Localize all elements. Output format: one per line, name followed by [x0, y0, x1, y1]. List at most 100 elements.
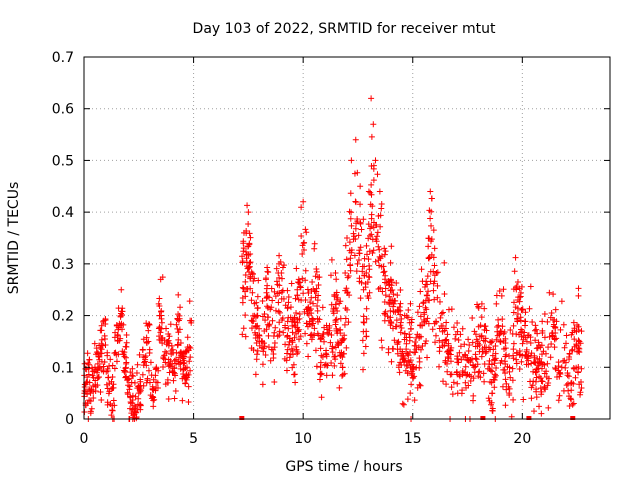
- data-point: [444, 349, 451, 356]
- data-point: [160, 364, 167, 371]
- data-point: [403, 312, 410, 319]
- data-point: [528, 360, 535, 367]
- data-point: [510, 322, 517, 329]
- data-point: [253, 356, 260, 363]
- data-point: [402, 367, 409, 374]
- data-point: [429, 326, 436, 333]
- data-point: [344, 306, 351, 313]
- data-point: [519, 352, 526, 359]
- data-point: [532, 322, 539, 329]
- data-point: [376, 246, 383, 253]
- data-point: [127, 369, 134, 376]
- data-point: [388, 243, 395, 250]
- data-point: [85, 365, 92, 372]
- data-point: [275, 308, 282, 315]
- data-point: [132, 403, 139, 410]
- data-point: [525, 361, 532, 368]
- data-point: [373, 221, 380, 228]
- data-point: [575, 285, 582, 292]
- data-point: [459, 369, 466, 376]
- data-point: [300, 198, 307, 205]
- data-point: [302, 296, 309, 303]
- data-point: [427, 238, 434, 245]
- data-point: [288, 345, 295, 352]
- data-point: [570, 319, 577, 326]
- data-point: [564, 369, 571, 376]
- data-point: [158, 319, 165, 326]
- data-point: [501, 328, 508, 335]
- data-point: [98, 327, 105, 334]
- data-point: [262, 317, 269, 324]
- data-point: [411, 349, 418, 356]
- data-point: [312, 347, 319, 354]
- data-point: [397, 319, 404, 326]
- data-point: [302, 330, 309, 337]
- data-point: [437, 314, 444, 321]
- data-point: [573, 341, 580, 348]
- data-point: [242, 293, 249, 300]
- data-point: [448, 384, 455, 391]
- data-point: [447, 346, 454, 353]
- data-point: [380, 263, 387, 270]
- data-point: [520, 332, 527, 339]
- data-point: [302, 267, 309, 274]
- data-point: [276, 260, 283, 267]
- data-point: [245, 209, 252, 216]
- data-point: [95, 373, 102, 380]
- data-point: [467, 356, 474, 363]
- data-point: [457, 331, 464, 338]
- data-point: [408, 381, 415, 388]
- data-point: [512, 284, 519, 291]
- data-point: [143, 320, 150, 327]
- data-point: [411, 397, 418, 404]
- data-point: [154, 385, 161, 392]
- data-point: [263, 289, 270, 296]
- data-point: [240, 240, 247, 247]
- data-point: [509, 377, 516, 384]
- data-point: [531, 359, 538, 366]
- data-point: [328, 256, 335, 263]
- data-point: [249, 271, 256, 278]
- data-point: [423, 338, 430, 345]
- data-point: [303, 229, 310, 236]
- data-point: [332, 321, 339, 328]
- data-point: [425, 235, 432, 242]
- data-point: [289, 339, 296, 346]
- data-point: [347, 267, 354, 274]
- data-point: [532, 369, 539, 376]
- x-tick-label: 0: [80, 431, 89, 447]
- data-point: [109, 384, 116, 391]
- data-point: [441, 259, 448, 266]
- data-point: [302, 226, 309, 233]
- data-point: [305, 353, 312, 360]
- data-point: [374, 229, 381, 236]
- data-point: [347, 261, 354, 268]
- data-point: [368, 223, 375, 230]
- data-point: [357, 244, 364, 251]
- data-point: [538, 377, 545, 384]
- data-point: [124, 389, 131, 396]
- data-point: [319, 353, 326, 360]
- data-point: [137, 378, 144, 385]
- data-point: [517, 329, 524, 336]
- data-point: [368, 181, 375, 188]
- data-point: [342, 269, 349, 276]
- data-point: [311, 240, 318, 247]
- data-point: [137, 402, 144, 409]
- data-point: [436, 337, 443, 344]
- data-point: [296, 336, 303, 343]
- data-point: [350, 236, 357, 243]
- x-tick-label: 5: [189, 431, 198, 447]
- data-point: [314, 307, 321, 314]
- data-point: [463, 384, 470, 391]
- data-point: [283, 367, 290, 374]
- data-point: [394, 292, 401, 299]
- data-point: [563, 382, 570, 389]
- data-point: [318, 394, 325, 401]
- data-point: [273, 265, 280, 272]
- data-point: [244, 263, 251, 270]
- data-point: [152, 387, 159, 394]
- data-point: [432, 339, 439, 346]
- data-point: [90, 374, 97, 381]
